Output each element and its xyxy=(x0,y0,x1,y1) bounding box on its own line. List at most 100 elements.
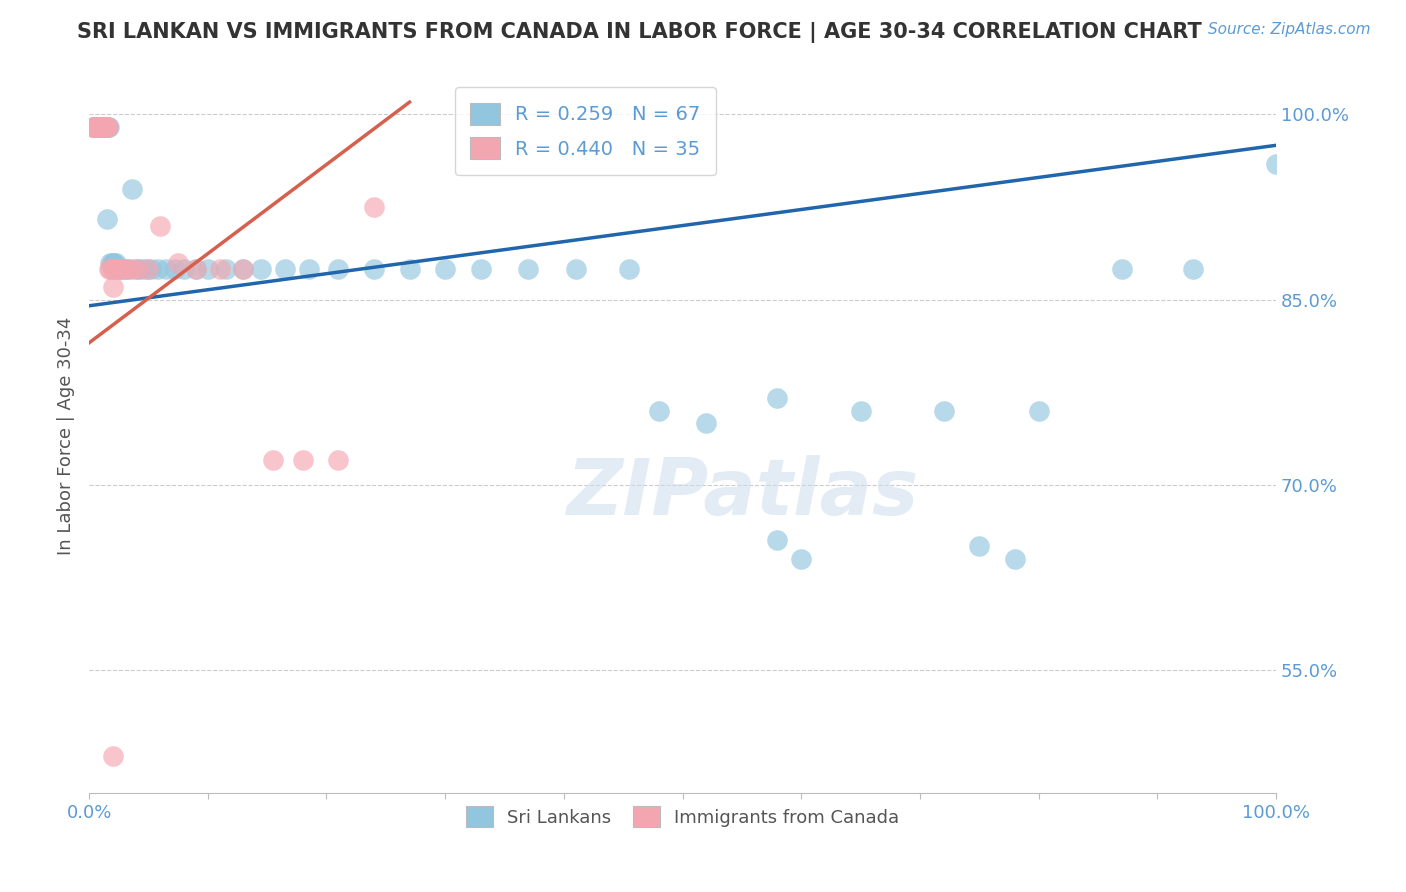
Point xyxy=(96,120,118,134)
Point xyxy=(117,261,139,276)
Point xyxy=(89,120,111,134)
Point xyxy=(967,540,990,554)
Y-axis label: In Labor Force | Age 30-34: In Labor Force | Age 30-34 xyxy=(58,316,75,555)
Point xyxy=(90,120,112,134)
Point xyxy=(149,219,172,233)
Point xyxy=(86,120,108,134)
Point xyxy=(146,261,169,276)
Point xyxy=(91,120,114,134)
Point xyxy=(766,392,789,406)
Point xyxy=(363,200,385,214)
Point xyxy=(86,120,108,134)
Point xyxy=(184,261,207,276)
Point xyxy=(98,261,121,276)
Point xyxy=(328,453,350,467)
Point xyxy=(84,120,107,134)
Point xyxy=(121,261,143,276)
Point xyxy=(695,416,717,430)
Point xyxy=(97,120,120,134)
Point xyxy=(107,261,129,276)
Point xyxy=(82,120,104,134)
Point xyxy=(932,403,955,417)
Point xyxy=(101,280,124,294)
Point xyxy=(90,120,112,134)
Point xyxy=(125,261,148,276)
Point xyxy=(93,120,115,134)
Point xyxy=(87,120,110,134)
Point xyxy=(104,261,127,276)
Point xyxy=(100,255,122,269)
Point xyxy=(328,261,350,276)
Legend: Sri Lankans, Immigrants from Canada: Sri Lankans, Immigrants from Canada xyxy=(458,799,907,834)
Point xyxy=(87,120,110,134)
Point xyxy=(101,255,124,269)
Point xyxy=(849,403,872,417)
Point xyxy=(101,261,124,276)
Point xyxy=(100,255,122,269)
Point xyxy=(89,120,111,134)
Point xyxy=(91,120,114,134)
Point xyxy=(96,212,118,227)
Point xyxy=(90,120,112,134)
Point xyxy=(135,261,157,276)
Point xyxy=(98,120,121,134)
Point xyxy=(208,261,231,276)
Point xyxy=(83,120,105,134)
Point xyxy=(173,261,195,276)
Point xyxy=(94,120,117,134)
Point xyxy=(232,261,254,276)
Point xyxy=(101,749,124,764)
Point xyxy=(84,120,107,134)
Point xyxy=(1265,157,1288,171)
Point xyxy=(91,120,114,134)
Point xyxy=(84,120,107,134)
Point xyxy=(648,403,671,417)
Point xyxy=(363,261,385,276)
Point xyxy=(262,453,284,467)
Point xyxy=(125,261,148,276)
Point xyxy=(167,255,190,269)
Point xyxy=(517,261,540,276)
Point xyxy=(104,261,127,276)
Point xyxy=(86,120,108,134)
Point xyxy=(214,261,236,276)
Point xyxy=(91,120,114,134)
Point xyxy=(155,261,177,276)
Point xyxy=(100,261,122,276)
Point xyxy=(107,261,129,276)
Point xyxy=(129,261,152,276)
Point xyxy=(91,120,114,134)
Point xyxy=(84,120,107,134)
Point xyxy=(110,261,132,276)
Point xyxy=(617,261,640,276)
Point xyxy=(115,261,138,276)
Point xyxy=(114,261,136,276)
Point xyxy=(298,261,321,276)
Text: SRI LANKAN VS IMMIGRANTS FROM CANADA IN LABOR FORCE | AGE 30-34 CORRELATION CHAR: SRI LANKAN VS IMMIGRANTS FROM CANADA IN … xyxy=(77,22,1202,44)
Point xyxy=(766,533,789,548)
Point xyxy=(1028,403,1050,417)
Point xyxy=(470,261,492,276)
Point xyxy=(139,261,162,276)
Point xyxy=(564,261,586,276)
Point xyxy=(97,120,120,134)
Point xyxy=(790,551,813,566)
Point xyxy=(163,261,186,276)
Point xyxy=(111,261,134,276)
Point xyxy=(232,261,254,276)
Point xyxy=(84,120,107,134)
Point xyxy=(84,120,107,134)
Point xyxy=(93,120,115,134)
Point xyxy=(121,181,143,195)
Point xyxy=(250,261,273,276)
Point xyxy=(291,453,314,467)
Point xyxy=(398,261,420,276)
Point xyxy=(197,261,219,276)
Text: ZIPatlas: ZIPatlas xyxy=(565,455,918,531)
Point xyxy=(103,255,125,269)
Text: Source: ZipAtlas.com: Source: ZipAtlas.com xyxy=(1208,22,1371,37)
Point xyxy=(138,261,160,276)
Point xyxy=(94,120,117,134)
Point xyxy=(83,120,105,134)
Point xyxy=(82,120,104,134)
